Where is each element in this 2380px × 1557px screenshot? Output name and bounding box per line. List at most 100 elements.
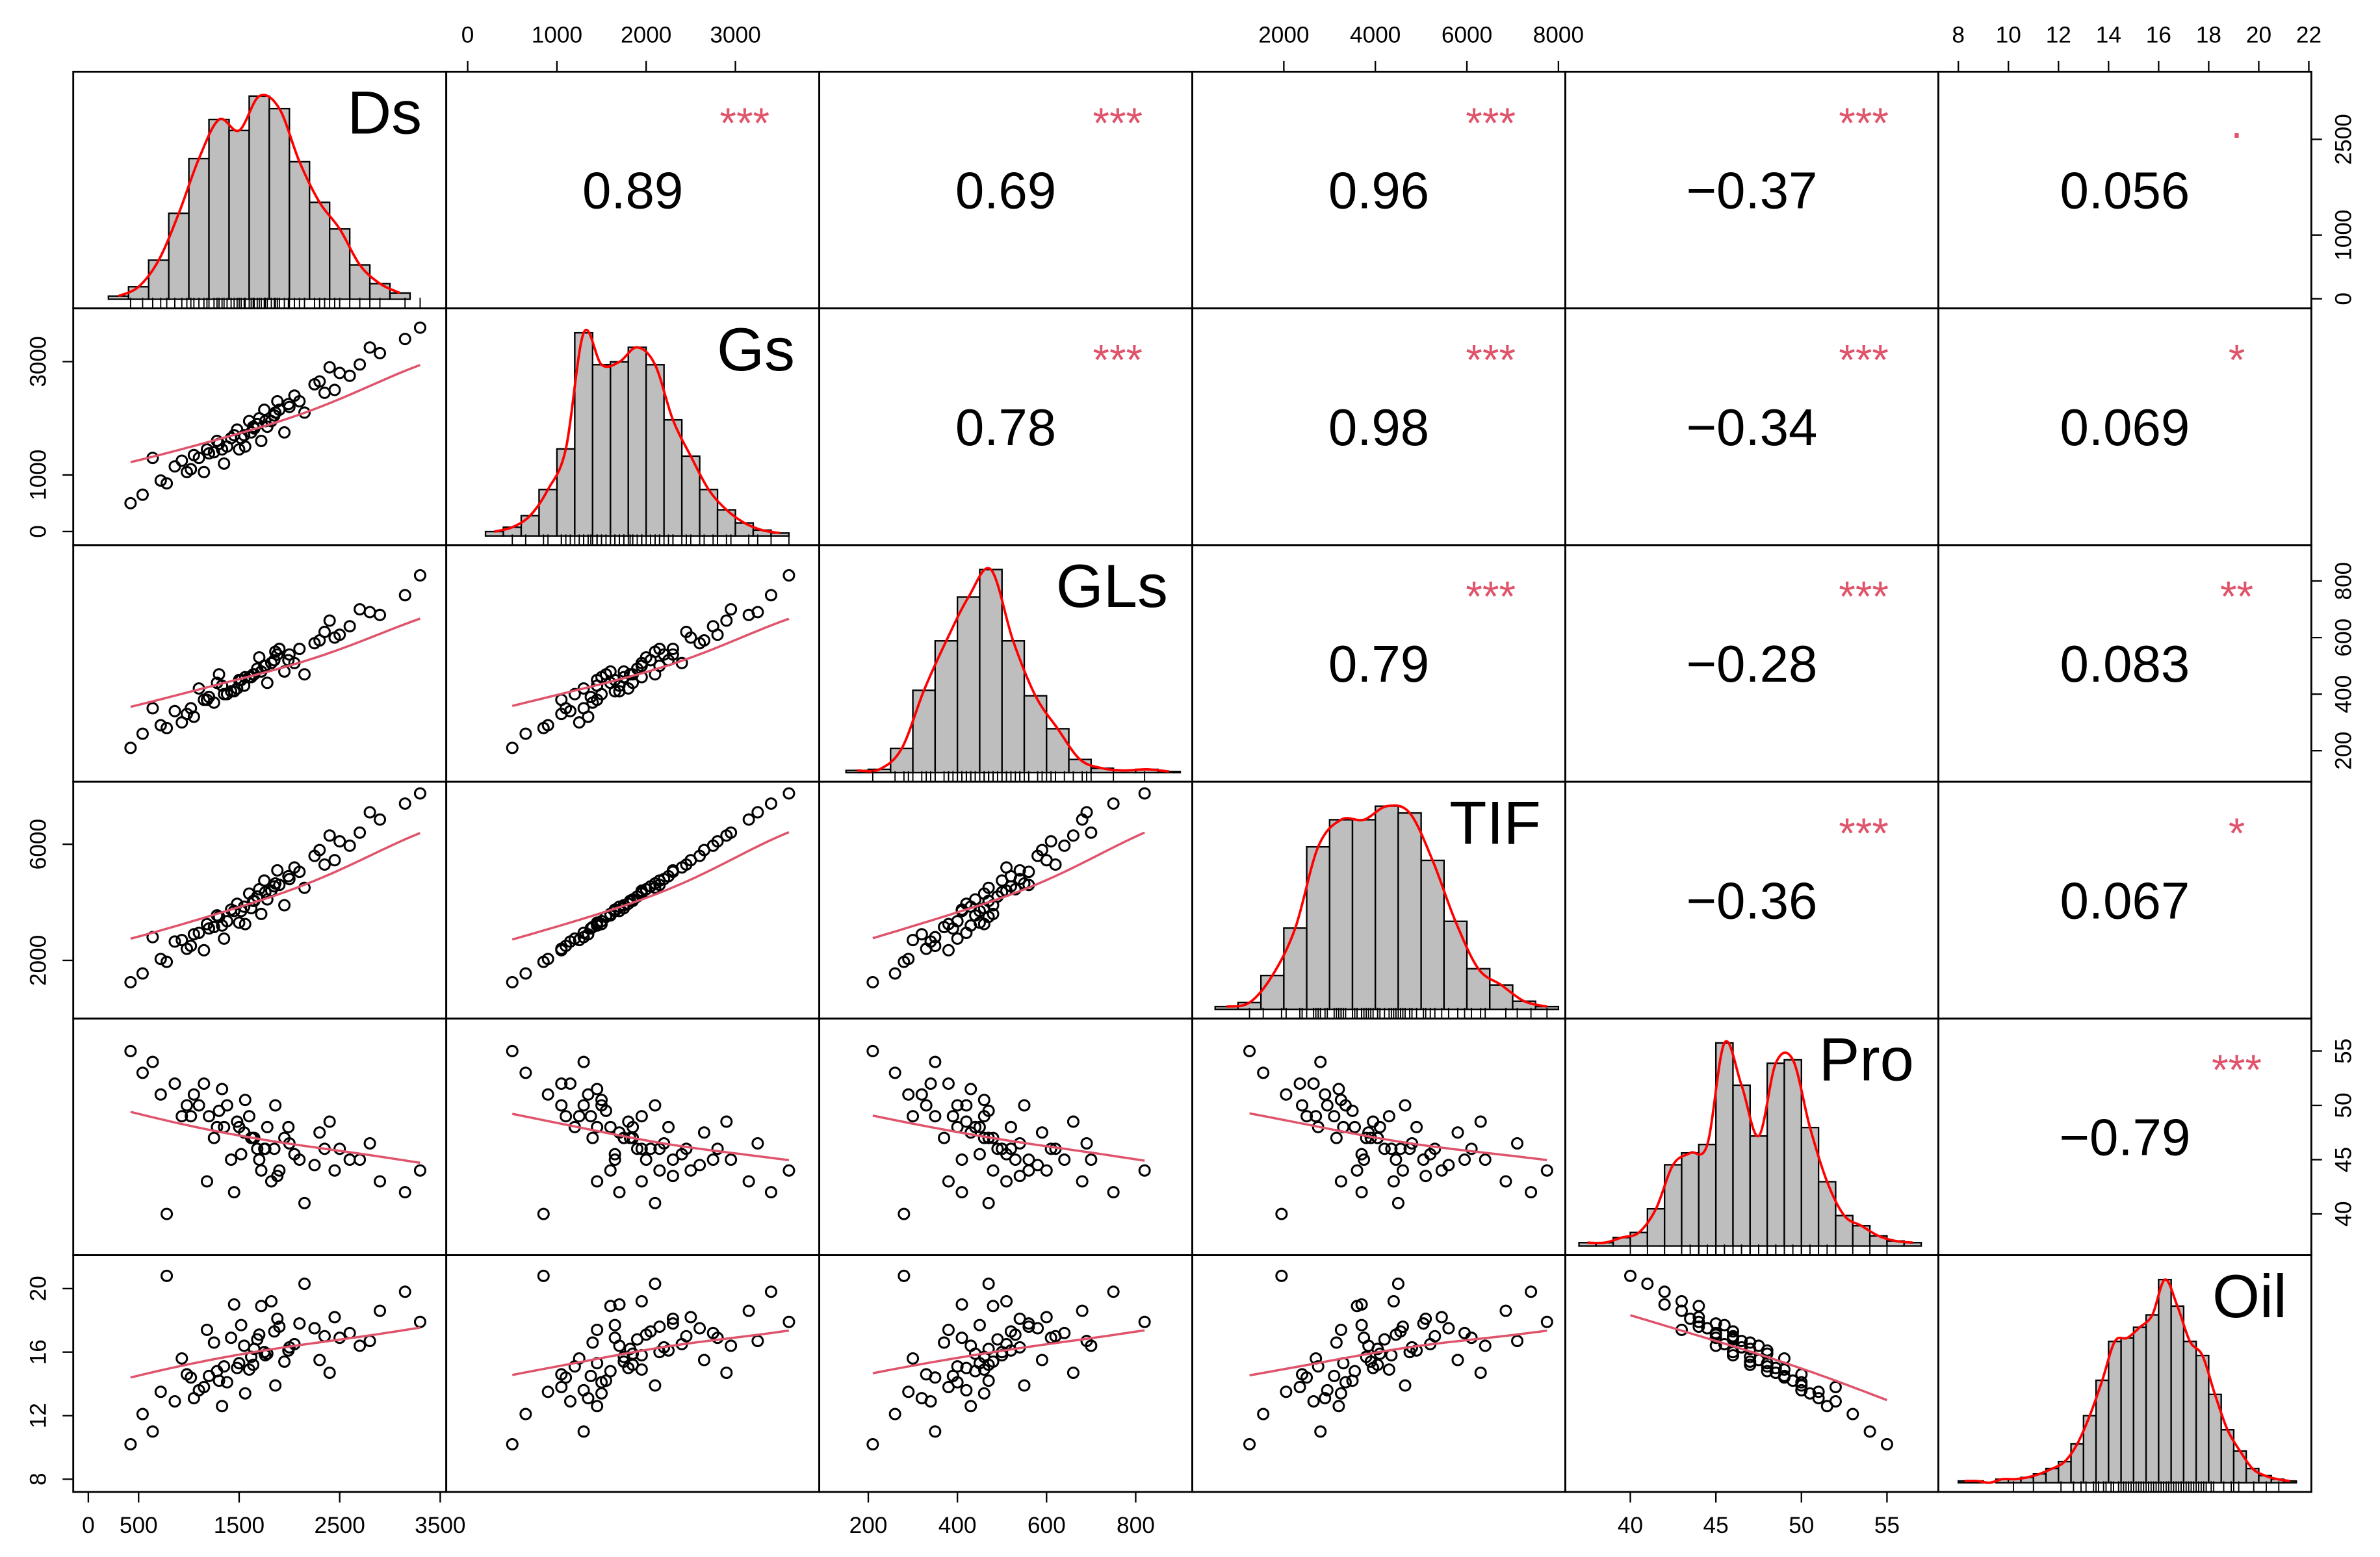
correlation-value: −0.79: [2059, 1109, 2190, 1166]
significance-stars: ***: [1839, 336, 1889, 383]
y-tick-label: 50: [2331, 1092, 2356, 1118]
scatter-point: [343, 1153, 356, 1166]
scatter-point: [907, 934, 920, 947]
scatter-point: [187, 928, 200, 941]
scatter-point: [1031, 1322, 1044, 1335]
scatter-point: [1451, 1126, 1464, 1139]
scatter-point: [1000, 1294, 1013, 1307]
scatter-point: [1275, 1207, 1288, 1220]
scatter-point: [278, 426, 291, 439]
scatter-point: [354, 603, 367, 616]
scatter-point: [866, 975, 879, 988]
y-tick-label: 6000: [25, 819, 51, 869]
y-tick-label: 16: [25, 1339, 51, 1365]
histogram-bar: [1068, 758, 1093, 774]
scatter-point: [161, 477, 174, 490]
histogram-bar: [228, 129, 250, 300]
scatter-point: [1399, 1099, 1412, 1112]
scatter-point: [1658, 1298, 1671, 1311]
scatter-point: [1511, 1335, 1524, 1348]
scatter-point: [1312, 1360, 1325, 1373]
histogram-bar: [1489, 984, 1514, 1010]
scatter-point: [1022, 1164, 1035, 1177]
scatter-point: [261, 676, 274, 689]
x-tick-label: 500: [120, 1513, 158, 1538]
scatter-point: [1058, 839, 1071, 852]
scatter-point: [1863, 1425, 1876, 1438]
scatter-point: [537, 955, 550, 968]
scatter-point: [293, 1317, 306, 1330]
scatter-point: [354, 826, 367, 839]
scatter-point: [1540, 1315, 1553, 1328]
histogram-bar: [107, 295, 129, 300]
scatter-point: [742, 1175, 755, 1188]
scatter-point: [1138, 1315, 1151, 1328]
scatter-point: [225, 1332, 238, 1345]
scatter-point: [577, 702, 590, 715]
scatter-point: [608, 1153, 621, 1166]
x-tick-label: 1500: [214, 1513, 265, 1538]
scatter-point: [907, 1110, 920, 1123]
scatter-point: [255, 907, 268, 920]
scatter-point: [519, 967, 532, 980]
scatter-point: [231, 1115, 244, 1128]
scatter-point: [555, 1380, 568, 1393]
scatter-point: [697, 1354, 710, 1367]
variable-name: GLs: [1056, 552, 1168, 620]
scatter-point: [1080, 806, 1093, 819]
scatter-point: [271, 1312, 284, 1325]
scatter-point: [973, 1148, 986, 1161]
scatter-point: [1044, 835, 1057, 848]
scatter-point: [938, 1336, 951, 1349]
scatter-point: [269, 645, 282, 658]
scatter-point: [608, 1319, 621, 1332]
density-line: [1587, 1040, 1913, 1244]
scatter-point: [225, 1153, 238, 1166]
smooth-line: [130, 1326, 420, 1379]
histogram-bar: [591, 364, 612, 537]
scatter-point: [563, 1395, 577, 1408]
scatter-point: [398, 589, 411, 602]
scatter-point: [751, 1335, 764, 1348]
histogram-bar: [538, 489, 558, 537]
scatter-point: [271, 864, 284, 877]
scatter-point: [271, 394, 284, 407]
scatter-point: [1417, 1153, 1430, 1166]
scatter-point: [261, 1120, 274, 1133]
scatter-point: [973, 1120, 986, 1133]
scatter-point: [374, 1175, 387, 1188]
scatter-point: [1479, 1153, 1492, 1166]
scatter-point: [1243, 1437, 1256, 1450]
scatter-point: [298, 1196, 311, 1209]
variable-name: Ds: [347, 79, 422, 147]
scatter-point: [929, 1371, 942, 1384]
scatter-point: [1049, 858, 1062, 871]
scatter-point: [1465, 1332, 1478, 1345]
scatter-point: [175, 716, 188, 729]
scatter-point: [537, 721, 550, 734]
x-tick-label: 55: [1874, 1513, 1900, 1538]
histogram-bar: [556, 448, 576, 537]
x-tick-label: 18: [2196, 23, 2221, 48]
histogram-bar: [912, 689, 937, 774]
scatter-point: [253, 1328, 266, 1341]
scatter-point: [1804, 1387, 1817, 1400]
scatter-point: [261, 1347, 274, 1360]
scatter-point: [124, 496, 137, 509]
scatter-point: [595, 1094, 608, 1107]
scatter-point: [649, 1278, 662, 1291]
scatter-point: [541, 1385, 554, 1398]
scatter-point: [915, 1392, 928, 1405]
scatter-point: [216, 1083, 229, 1096]
significance-stars: **: [2220, 573, 2253, 621]
scatter-point: [175, 1110, 188, 1123]
scatter-point: [328, 383, 341, 396]
scatter-point: [888, 1408, 901, 1421]
histogram-bar: [520, 515, 540, 537]
scatter-point: [1058, 1153, 1071, 1166]
scatter-point: [1385, 1142, 1398, 1155]
scatter-point: [1387, 1175, 1400, 1188]
scatter-point: [168, 1077, 181, 1090]
y-tick-label: 45: [2331, 1147, 2356, 1172]
